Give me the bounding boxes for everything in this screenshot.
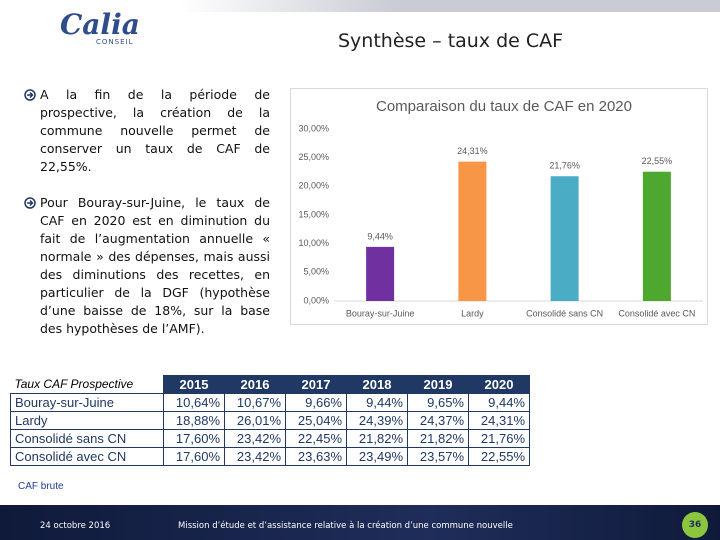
table-cell: 24,39% [346,411,408,430]
y-tick-label: 30,00% [298,123,329,133]
table-cell: 24,37% [407,411,469,430]
table-cell: 10,64% [163,393,225,412]
table-cell: 18,88% [163,411,225,430]
bullet-text: A la fin de la période de prospective, l… [40,87,270,174]
value-label: 22,55% [642,156,673,166]
footer-date: 24 octobre 2016 [40,521,111,531]
table-cell: 25,04% [285,411,347,430]
table-row: Bouray-sur-Juine 10,64% 10,67% 9,66% 9,44% 9,… [10,393,530,412]
table-cell: Consolidé sans CN [10,429,164,448]
y-tick-label: 10,00% [298,238,329,248]
header-cell: Taux CAF Prospective [10,375,164,394]
y-tick-label: 0,00% [303,295,329,305]
table-cell: 9,44% [468,393,530,412]
table-cell: 23,63% [285,447,347,466]
footer-bar [0,505,720,540]
table-cell: 22,45% [285,429,347,448]
table-cell: 23,42% [224,447,286,466]
table-cell: 21,82% [407,429,469,448]
table-cell: 9,66% [285,393,347,412]
value-label: 24,31% [457,146,488,156]
y-tick-label: 25,00% [298,152,329,162]
value-label: 9,44% [367,231,393,241]
table-cell: 23,57% [407,447,469,466]
value-label: 21,76% [549,161,580,171]
footer-text: Mission d’étude et d’assistance relative… [178,521,513,531]
bullet-text: Pour Bouray-sur-Juine, le taux de CAF en… [40,195,270,336]
table-cell: 9,65% [407,393,469,412]
table-cell: 24,31% [468,411,530,430]
header-cell: 2018 [346,375,408,394]
slide-title: Synthèse – taux de CAF [338,30,564,52]
table-cell: 21,76% [468,429,530,448]
y-tick-label: 15,00% [298,209,329,219]
header-cell: 2019 [407,375,469,394]
bar [642,171,671,301]
table-cell: 23,49% [346,447,408,466]
bar [366,246,395,301]
header-cell: 2017 [285,375,347,394]
table: Taux CAF Prospective 2015 2016 2017 2018 2019… [10,375,530,466]
chart: Comparaison du taux de CAF en 2020 0,00%… [290,88,708,325]
x-tick-label: Consolidé avec CN [618,308,695,318]
table-cell: Bouray-sur-Juine [10,393,164,412]
table-cell: 9,44% [346,393,408,412]
header-cell: 2015 [163,375,225,394]
table-header-row: Taux CAF Prospective 2015 2016 2017 2018 2019… [10,375,530,394]
table-cell: Consolidé avec CN [10,447,164,466]
table-cell: 21,82% [346,429,408,448]
chart-title: Comparaison du taux de CAF en 2020 [376,98,632,115]
header-cell: 2016 [224,375,286,394]
bullet-icon [24,89,36,101]
y-tick-label: 20,00% [298,181,329,191]
table-cell: 17,60% [163,429,225,448]
header-cell: 2020 [468,375,530,394]
logo: Calia [60,8,140,41]
bar [550,176,579,301]
table-cell: 17,60% [163,447,225,466]
table-row: Lardy 18,88% 26,01% 25,04% 24,39% 24,37% 24,31… [10,411,530,430]
x-tick-label: Consolidé sans CN [526,308,603,318]
note: CAF brute [18,481,64,492]
page-number: 36 [682,512,708,538]
x-tick-label: Lardy [461,308,484,318]
table-cell: 26,01% [224,411,286,430]
table-cell: 22,55% [468,447,530,466]
y-tick-label: 5,00% [303,267,329,277]
top-band [180,0,720,12]
bullet-icon [24,197,36,209]
table-row: Consolidé sans CN 17,60% 23,42% 22,45% 21,82… [10,429,530,448]
table-row: Consolidé avec CN 17,60% 23,42% 23,63% 23,49… [10,447,530,466]
table-cell: 10,67% [224,393,286,412]
x-tick-label: Bouray-sur-Juine [346,308,415,318]
bar [458,161,487,301]
table-cell: 23,42% [224,429,286,448]
table-cell: Lardy [10,411,164,430]
logo-sub: CONSEIL [96,38,134,46]
